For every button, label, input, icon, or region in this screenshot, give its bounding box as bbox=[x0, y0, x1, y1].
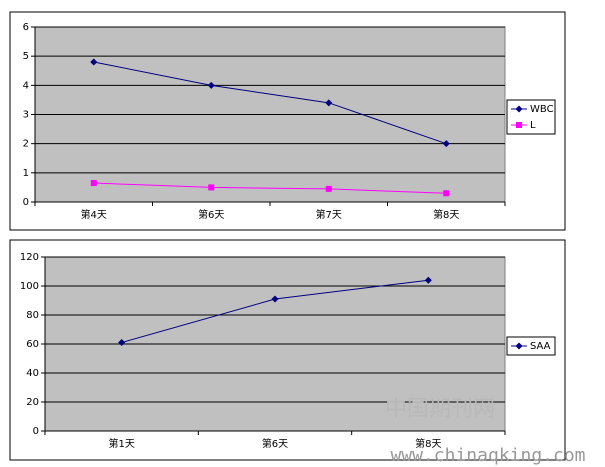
y-tick-label: 20 bbox=[26, 397, 39, 408]
x-tick-label: 第7天 bbox=[316, 208, 342, 221]
chart: 0 1 2 3 4 5 6 第4天 第6天 第7天 第8天 WBC L bbox=[9, 11, 566, 231]
marker bbox=[207, 81, 215, 89]
y-tick-label: 2 bbox=[23, 139, 29, 150]
marker bbox=[325, 99, 333, 107]
y-tick-label: 40 bbox=[26, 368, 39, 379]
y-tick-label: 0 bbox=[33, 426, 39, 437]
x-tick-label: 第8天 bbox=[433, 208, 459, 221]
y-tick-label: 120 bbox=[20, 252, 39, 263]
line bbox=[93, 182, 447, 194]
marker bbox=[208, 184, 215, 191]
y-tick-label: 4 bbox=[23, 80, 29, 91]
marker bbox=[515, 105, 523, 113]
marker bbox=[516, 122, 522, 128]
watermark-title: 中国期刊网 bbox=[385, 397, 495, 422]
marker bbox=[271, 295, 279, 303]
y-tick-label: 60 bbox=[26, 339, 39, 350]
y-tick-label: 80 bbox=[26, 310, 39, 321]
chart: 0 20 40 60 80 100 120 第1天 第6天 第8天 SAA bbox=[9, 239, 566, 461]
legend-label: L bbox=[530, 120, 536, 131]
marker bbox=[515, 342, 523, 350]
y-tick-label: 5 bbox=[23, 51, 29, 62]
marker bbox=[443, 190, 450, 197]
legend-box bbox=[506, 99, 556, 135]
legend-label: WBC bbox=[530, 104, 554, 115]
x-tick-label: 第4天 bbox=[81, 208, 107, 221]
legend-box bbox=[506, 336, 556, 356]
marker bbox=[325, 185, 332, 192]
y-tick-label: 0 bbox=[23, 197, 29, 208]
x-tick-label: 第6天 bbox=[262, 437, 288, 450]
marker bbox=[90, 180, 97, 187]
legend: SAA bbox=[506, 336, 556, 356]
x-tick-label: 第6天 bbox=[198, 208, 224, 221]
marker bbox=[442, 140, 450, 148]
y-tick-label: 6 bbox=[23, 22, 29, 33]
marker bbox=[118, 339, 126, 347]
y-tick-label: 1 bbox=[23, 168, 29, 179]
x-tick-label: 第1天 bbox=[108, 437, 134, 450]
legend: WBC L bbox=[506, 99, 556, 135]
legend-label: SAA bbox=[530, 341, 551, 352]
x-tick-label: 第8天 bbox=[415, 437, 441, 450]
watermark-url: www.chinaqking.com bbox=[390, 445, 585, 466]
y-tick-label: 3 bbox=[23, 110, 29, 121]
marker bbox=[424, 276, 432, 284]
y-tick-label: 100 bbox=[20, 281, 39, 292]
marker bbox=[90, 58, 98, 66]
line bbox=[93, 61, 447, 145]
